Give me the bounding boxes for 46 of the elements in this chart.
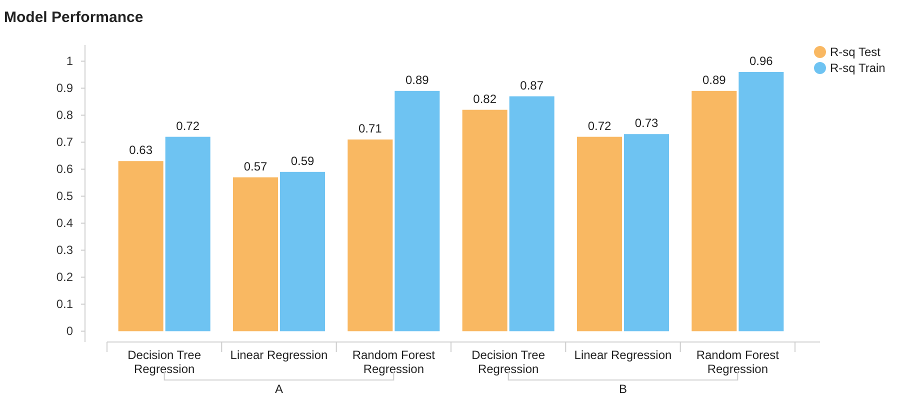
bar — [348, 140, 393, 332]
data-label: 0.82 — [473, 92, 497, 106]
y-tick-label: 0.5 — [56, 189, 74, 204]
y-tick-label: 0 — [66, 324, 74, 338]
data-label: 0.72 — [588, 118, 612, 133]
legend-label: R-sq Train — [830, 61, 886, 75]
bar — [165, 136, 210, 332]
chart-title: Model Performance — [4, 9, 144, 26]
bar — [509, 96, 554, 332]
bar — [462, 110, 508, 332]
bar — [624, 134, 670, 332]
bar — [232, 177, 278, 332]
y-tick-label: 0.8 — [56, 108, 74, 122]
x-tick-label: Linear Regression — [230, 348, 328, 362]
data-label: 0.96 — [749, 54, 774, 68]
data-label: 0.89 — [702, 72, 726, 87]
bar — [738, 72, 784, 332]
y-tick-label: 0.2 — [56, 270, 74, 284]
text: B — [618, 382, 628, 396]
x-tick-label: Decision Tree Regression — [128, 348, 202, 376]
data-label: 0.87 — [520, 78, 544, 92]
bar — [118, 161, 164, 332]
y-tick-label: 0.1 — [56, 297, 74, 312]
x-tick-label: Random Forest Regression — [696, 348, 780, 376]
x-tick-label: Linear Regression — [574, 348, 672, 362]
legend-label: R-sq Test — [830, 45, 882, 59]
data-label: 0.59 — [290, 154, 315, 168]
x-tick-label: Decision Tree Regression — [472, 348, 546, 376]
bar — [576, 136, 622, 332]
bar — [280, 172, 326, 332]
y-tick-label: 0.6 — [56, 162, 74, 176]
y-tick-label: 0.9 — [56, 81, 74, 96]
y-tick-label: 1 — [66, 54, 74, 68]
x-tick-label: Random Forest Regression — [352, 348, 436, 376]
y-tick-label: 0.7 — [56, 135, 74, 150]
data-label: 0.71 — [358, 122, 382, 136]
y-tick-label: 0.4 — [56, 216, 74, 230]
data-label: 0.73 — [634, 116, 659, 130]
data-label: 0.72 — [176, 118, 200, 133]
data-label: 0.63 — [129, 143, 153, 158]
text: A — [274, 382, 284, 396]
y-tick-label: 0.3 — [56, 243, 74, 258]
bar — [692, 90, 737, 332]
bar — [394, 90, 440, 332]
data-label: 0.89 — [405, 72, 430, 87]
data-label: 0.57 — [244, 159, 268, 174]
